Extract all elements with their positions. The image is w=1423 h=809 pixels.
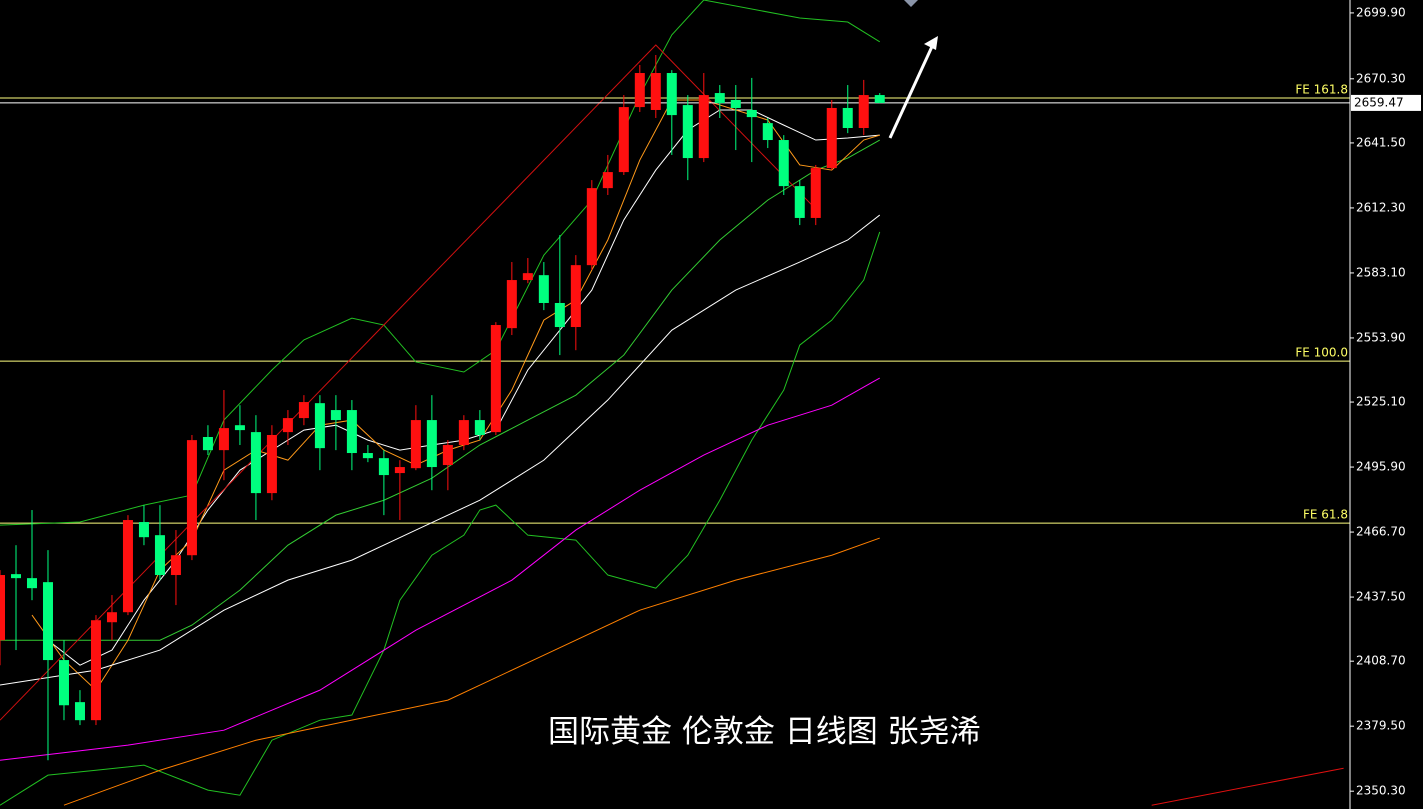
candle-body [170, 555, 181, 576]
candle-body [794, 186, 805, 218]
candle-body [778, 140, 789, 187]
candle-body [106, 612, 117, 623]
indicator-line [0, 0, 881, 526]
candle-body [426, 420, 437, 468]
candle-body [762, 123, 773, 141]
y-tick-label: 2466.70 [1356, 525, 1406, 539]
y-tick-label: 2553.90 [1356, 330, 1406, 344]
candle-body [730, 99, 741, 108]
candle-body [218, 428, 229, 451]
level-label: FE 161.8 [1295, 82, 1348, 96]
candle-body [698, 95, 709, 159]
candle-body [74, 702, 85, 721]
y-tick-label: 2437.50 [1356, 590, 1406, 604]
candle-body [410, 420, 421, 469]
y-tick-label: 2612.30 [1356, 200, 1406, 214]
candle-body [122, 520, 133, 613]
marker [904, 0, 918, 7]
indicator-line [1151, 767, 1344, 806]
candle-body [554, 302, 565, 328]
candle-body [90, 620, 101, 721]
candle-body [10, 574, 21, 579]
candle-body [842, 107, 853, 129]
indicator-line [0, 214, 881, 686]
indicator-line [63, 537, 880, 806]
candle-body [746, 109, 757, 118]
level-label: FE 61.8 [1303, 508, 1348, 522]
candle-body [186, 440, 197, 556]
arrow [888, 39, 937, 139]
candle-body [522, 273, 533, 281]
y-tick-label: 2525.10 [1356, 395, 1406, 409]
candle-body [26, 578, 37, 589]
candle-body [58, 660, 69, 706]
candle-body [538, 275, 549, 303]
candle-body [266, 434, 277, 494]
candle-body [298, 402, 309, 419]
candle-body [394, 467, 405, 474]
candle-body [202, 437, 213, 451]
candle-body [138, 522, 149, 538]
plot-area [0, 0, 1350, 806]
candle-body [874, 95, 885, 103]
candle-body [42, 582, 53, 661]
y-tick-label: 2641.50 [1356, 135, 1406, 149]
candle-body [458, 420, 469, 446]
candle-body [378, 458, 389, 476]
candle-body [250, 432, 261, 494]
candle-body [330, 410, 341, 421]
candle-body [154, 535, 165, 576]
y-tick-label: 2350.30 [1356, 784, 1406, 798]
y-tick-label: 2670.30 [1356, 71, 1406, 85]
candle-body [490, 325, 501, 433]
candle-body [650, 73, 661, 110]
y-tick-label: 2408.70 [1356, 654, 1406, 668]
candle-body [282, 418, 293, 433]
candle-body [0, 575, 5, 641]
watermark: 国际黄金 伦敦金 日线图 张尧浠 [548, 714, 981, 750]
candle-body [682, 105, 693, 159]
candle-body [570, 265, 581, 328]
last-price-label: 2659.47 [1354, 95, 1404, 109]
candle-body [234, 425, 245, 431]
indicator-line [0, 377, 880, 761]
y-tick-label: 2699.90 [1356, 5, 1406, 19]
last-price-box [1351, 94, 1421, 111]
indicator-line [0, 231, 881, 806]
y-tick-label: 2583.10 [1356, 265, 1406, 279]
indicator-line [0, 139, 880, 641]
y-tick-label: 2495.90 [1356, 460, 1406, 474]
candle-body [714, 93, 725, 104]
candle-body [618, 107, 629, 173]
candle-body [314, 403, 325, 449]
indicator-line [0, 44, 817, 721]
candle-body [442, 445, 453, 466]
candle-body [362, 453, 373, 459]
candle-body [602, 172, 613, 189]
y-tick-label: 2379.50 [1356, 719, 1406, 733]
level-label: FE 100.0 [1295, 346, 1348, 360]
arrow-head [924, 36, 938, 50]
candle-body [506, 280, 517, 329]
candle-body [634, 73, 645, 108]
candle-body [858, 95, 869, 129]
candle-body [666, 73, 677, 116]
candle-body [346, 410, 357, 454]
candle-body [810, 168, 821, 218]
candle-body [586, 188, 597, 266]
candle-body [474, 420, 485, 435]
candle-body [826, 107, 837, 169]
